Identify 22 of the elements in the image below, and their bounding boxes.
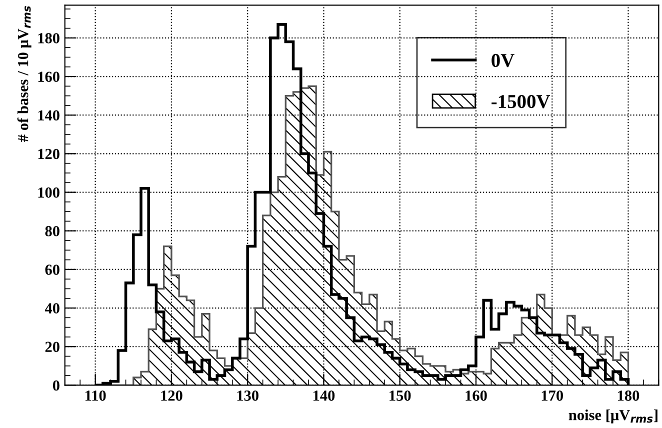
x-tick-label: 170 <box>542 390 563 401</box>
x-tick-label: 160 <box>466 390 487 401</box>
x-tick-label: 140 <box>313 390 335 401</box>
x-tick-label: 180 <box>618 390 640 401</box>
y-tick-label: 180 <box>38 33 60 44</box>
y-tick-label: 120 <box>38 148 60 160</box>
legend-label: -1500V <box>492 94 550 108</box>
y-tick-label: 0 <box>52 380 60 391</box>
y-tick-label: 140 <box>38 110 60 121</box>
x-tick-label: 130 <box>237 390 258 401</box>
y-axis-title: # of bases / 10 μV$_{rms}$ <box>17 6 32 142</box>
y-tick-label: 40 <box>44 303 60 314</box>
y-tick-label: 60 <box>45 264 60 275</box>
x-tick-label: 110 <box>86 390 106 401</box>
x-tick-label: 120 <box>161 390 182 401</box>
y-tick-label: 20 <box>45 342 60 352</box>
x-axis-title: noise [μV$_{rms}$] <box>568 409 658 424</box>
legend-label: 0V <box>492 54 514 68</box>
y-tick-label: 160 <box>38 72 60 82</box>
x-tick-label: 150 <box>390 390 411 401</box>
y-tick-label: 80 <box>45 226 60 236</box>
y-tick-label: 100 <box>38 187 60 198</box>
